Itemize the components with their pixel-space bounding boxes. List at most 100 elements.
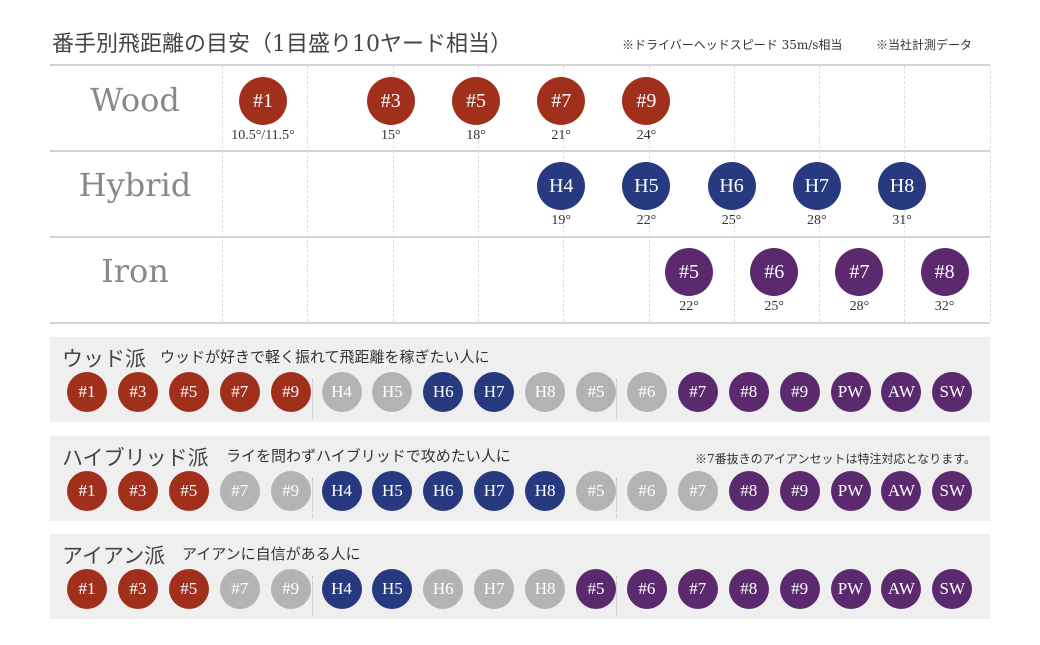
group-separator (312, 478, 313, 518)
club-marker: #7 (835, 248, 884, 296)
set-club-marker: H7 (474, 569, 515, 609)
set-club-marker: #7 (677, 569, 718, 609)
set-title: ハイブリッド派 (62, 446, 209, 470)
set-club-marker: H8 (525, 372, 566, 412)
set-club-marker: #5 (168, 471, 209, 511)
group-separator (616, 478, 617, 518)
club-marker: #6 (750, 248, 799, 296)
loft-label: 21° (551, 128, 571, 143)
set-club-marker: H7 (474, 372, 515, 412)
group-separator (312, 379, 313, 419)
gridline (392, 66, 394, 322)
set-club-marker: #3 (117, 569, 158, 609)
set-club-marker: #7 (677, 471, 718, 511)
head-speed-note: ※ドライバーヘッドスピード 35m/s相当 (622, 38, 843, 52)
club-marker: #5 (452, 77, 500, 125)
set-club-marker: #3 (117, 471, 158, 511)
group-separator (312, 576, 313, 616)
group-separator (616, 576, 617, 616)
set-club-marker: #6 (626, 569, 667, 609)
set-club-marker: AW (881, 471, 922, 511)
loft-label: 25° (764, 299, 784, 314)
set-club-marker: H4 (321, 372, 362, 412)
loft-label: 28° (806, 213, 827, 228)
loft-label: 32° (934, 299, 955, 314)
measurement-note: ※当社計測データ (876, 38, 973, 52)
set-subtitle: アイアンに自信がある人に (182, 545, 361, 563)
set-club-marker: H5 (372, 372, 413, 412)
set-club-marker: #5 (168, 372, 209, 412)
set-club-marker: #7 (219, 471, 260, 511)
set-club-marker: SW (932, 372, 973, 412)
set-club-marker: #5 (576, 569, 616, 609)
set-club-marker: #1 (67, 471, 107, 511)
loft-label: 28° (849, 299, 870, 314)
page-title: 番手別飛距離の目安（1目盛り10ヤード相当） (52, 32, 512, 57)
set-club-marker: H6 (423, 471, 464, 511)
loft-label: 18° (466, 128, 486, 143)
set-club-marker: H7 (474, 471, 515, 511)
set-club-marker: H4 (321, 569, 362, 609)
row-divider (50, 64, 990, 66)
loft-label: 19° (551, 213, 571, 228)
set-club-marker: #5 (576, 372, 616, 412)
club-marker: #7 (537, 77, 586, 125)
set-club-marker: PW (830, 372, 871, 412)
loft-label: 25° (721, 213, 742, 228)
set-club-marker: #5 (168, 569, 209, 609)
set-club-marker: SW (932, 569, 973, 609)
set-club-marker: #3 (117, 372, 158, 412)
set-club-marker: #5 (576, 471, 616, 511)
set-title: アイアン派 (62, 544, 166, 568)
club-marker: #3 (366, 77, 415, 125)
gridline (222, 66, 223, 322)
set-club-marker: H6 (423, 372, 464, 412)
club-marker: H6 (707, 162, 756, 210)
set-club-marker: H8 (525, 569, 566, 609)
group-separator (616, 379, 617, 419)
set-club-marker: H5 (372, 569, 413, 609)
set-club-marker: #8 (728, 471, 769, 511)
row-label-hybrid: Hybrid (78, 166, 192, 204)
set-club-marker: #9 (270, 471, 311, 511)
club-marker: #9 (622, 77, 671, 125)
club-marker: H4 (537, 162, 586, 210)
club-marker: H7 (792, 162, 841, 210)
set-subtitle: ライを問わずハイブリッドで攻めたい人に (226, 447, 511, 465)
gridline (307, 66, 309, 322)
set-note: ※7番抜きのアイアンセットは特注対応となります。 (695, 452, 976, 466)
set-club-marker: #6 (626, 471, 667, 511)
loft-label: 10.5°/11.5° (231, 128, 295, 143)
set-club-marker: #9 (779, 471, 820, 511)
set-club-marker: #1 (67, 372, 107, 412)
set-club-marker: H4 (321, 471, 362, 511)
loft-label: 31° (892, 213, 912, 228)
gridline (989, 66, 991, 322)
set-club-marker: AW (881, 372, 922, 412)
club-marker: #5 (665, 248, 713, 296)
row-divider (50, 236, 990, 238)
set-club-marker: #9 (270, 372, 311, 412)
set-club-marker: #9 (779, 569, 820, 609)
set-title: ウッド派 (62, 347, 146, 371)
row-divider (50, 150, 990, 152)
set-club-marker: #1 (67, 569, 107, 609)
set-club-marker: SW (932, 471, 973, 511)
row-label-wood: Wood (90, 81, 180, 119)
gridline (477, 66, 479, 322)
set-club-marker: #9 (270, 569, 311, 609)
loft-label: 15° (380, 128, 401, 143)
set-panel: ウッド派 ウッドが好きで軽く振れて飛距離を稼ぎたい人に #1 #3 #5 #7 #9 H4 H5… (50, 337, 990, 422)
set-club-marker: H5 (372, 471, 413, 511)
set-club-marker: H6 (423, 569, 464, 609)
set-club-marker: AW (881, 569, 922, 609)
set-club-marker: #6 (626, 372, 667, 412)
set-panel: ハイブリッド派 ライを問わずハイブリッドで攻めたい人に ※7番抜きのアイアンセットは… (50, 436, 990, 521)
set-club-marker: #7 (677, 372, 718, 412)
club-marker: H5 (622, 162, 671, 210)
set-club-marker: #8 (728, 372, 769, 412)
set-club-marker: PW (830, 569, 871, 609)
loft-label: 22° (636, 213, 657, 228)
row-label-iron: Iron (101, 252, 169, 290)
set-subtitle: ウッドが好きで軽く振れて飛距離を稼ぎたい人に (160, 348, 490, 366)
